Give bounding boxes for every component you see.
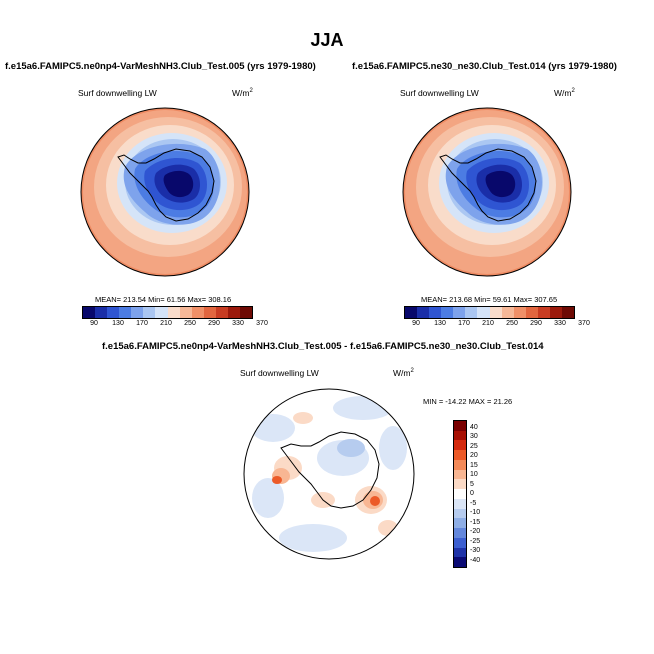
panel1-colorbar-tick: 290 <box>208 320 220 327</box>
diff-colorbar <box>453 420 467 568</box>
diff-colorbar-tick: -30 <box>470 547 481 554</box>
panel1-colorbar <box>82 306 253 319</box>
panel2-colorbar-tick: 250 <box>506 320 518 327</box>
panel1-colorbar-tick: 130 <box>112 320 124 327</box>
panel1-colorbar-tick: 90 <box>90 320 98 327</box>
diff-colorbar-tick: 30 <box>470 433 478 440</box>
panel2-colorbar-tick: 210 <box>482 320 494 327</box>
panel1-polar-map <box>80 107 250 277</box>
diff-colorbar-tick: 40 <box>470 424 478 431</box>
panel2-polar-map <box>402 107 572 277</box>
diff-field-label: Surf downwelling LW <box>240 368 319 378</box>
season-title: JJA <box>310 30 344 50</box>
panel2-colorbar-tick: 370 <box>578 320 590 327</box>
diff-colorbar-tick: -5 <box>470 500 477 507</box>
diff-colorbar-tick: 15 <box>470 462 478 469</box>
diff-colorbar-tick: -25 <box>470 538 481 545</box>
diff-colorbar-tick: -40 <box>470 557 481 564</box>
diff-colorbar-tick: -10 <box>470 509 481 516</box>
diff-units-label: W/m2 <box>393 368 414 378</box>
diff-title: f.e15a6.FAMIPC5.ne0np4-VarMeshNH3.Club_T… <box>102 341 544 352</box>
diff-colorbar-tick: 10 <box>470 471 478 478</box>
diff-colorbar-tick: 5 <box>470 481 474 488</box>
diff-colorbar-tick: 20 <box>470 452 478 459</box>
panel2-colorbar-tick: 170 <box>458 320 470 327</box>
diff-colorbar-tick: -20 <box>470 528 481 535</box>
diff-stats: MIN = -14.22 MAX = 21.26 <box>423 397 513 406</box>
panel1-case-title: f.e15a6.FAMIPC5.ne0np4-VarMeshNH3.Club_T… <box>5 61 316 72</box>
panel1-colorbar-tick: 370 <box>256 320 268 327</box>
panel2-colorbar-tick: 130 <box>434 320 446 327</box>
panel2-field-label: Surf downwelling LW <box>400 88 479 98</box>
panel2-stats: MEAN= 213.68 Min= 59.61 Max= 307.65 <box>421 295 558 304</box>
diff-colorbar-tick: 0 <box>470 490 474 497</box>
diff-colorbar-tick: -15 <box>470 519 481 526</box>
panel1-colorbar-tick: 170 <box>136 320 148 327</box>
panel1-colorbar-tick: 210 <box>160 320 172 327</box>
panel2-colorbar-tick: 290 <box>530 320 542 327</box>
panel2-units-label: W/m2 <box>554 88 575 98</box>
panel2-case-title: f.e15a6.FAMIPC5.ne30_ne30.Club_Test.014 … <box>352 61 617 72</box>
panel1-field-label: Surf downwelling LW <box>78 88 157 98</box>
diff-colorbar-tick: 25 <box>470 443 478 450</box>
panel2-colorbar <box>404 306 575 319</box>
panel1-units-label: W/m2 <box>232 88 253 98</box>
panel1-colorbar-tick: 250 <box>184 320 196 327</box>
panel2-colorbar-tick: 90 <box>412 320 420 327</box>
diff-polar-map <box>243 388 415 560</box>
panel1-stats: MEAN= 213.54 Min= 61.56 Max= 308.16 <box>95 295 232 304</box>
panel1-colorbar-tick: 330 <box>232 320 244 327</box>
panel2-colorbar-tick: 330 <box>554 320 566 327</box>
